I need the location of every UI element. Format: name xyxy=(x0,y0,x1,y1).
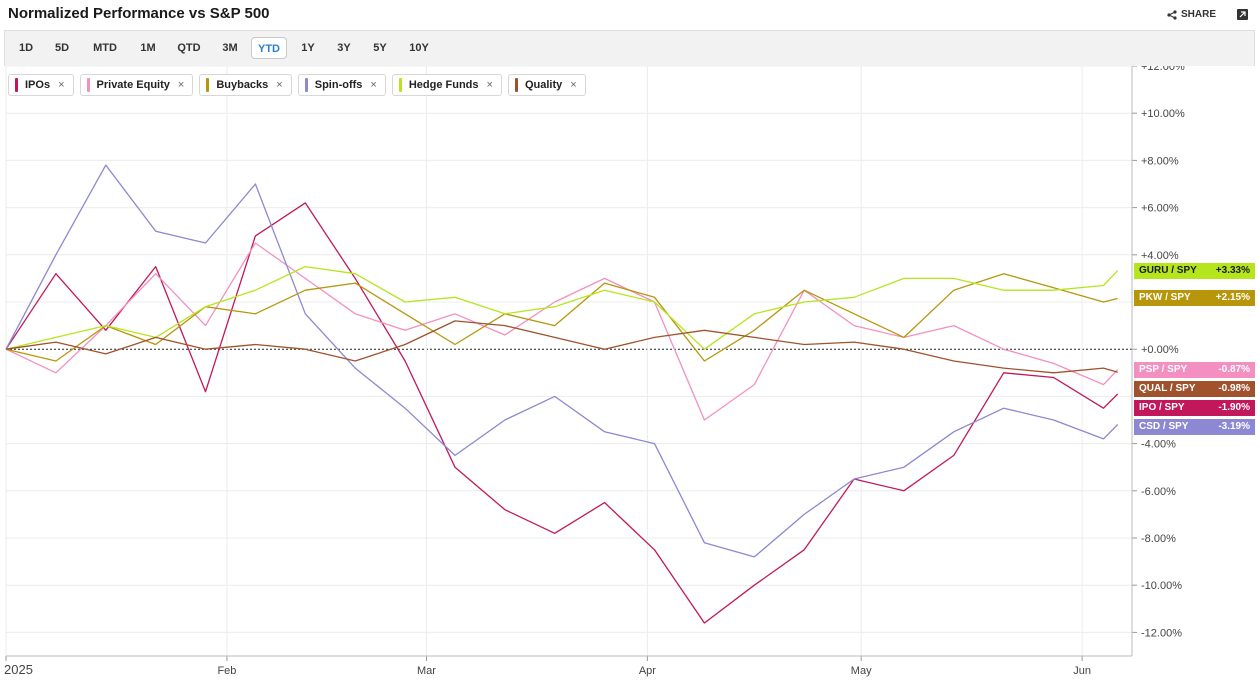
range-button-ytd[interactable]: YTD xyxy=(251,37,287,59)
legend-swatch xyxy=(206,78,210,92)
legend-label: Buybacks xyxy=(216,79,269,91)
badge-value: -0.87% xyxy=(1218,363,1250,375)
y-tick-label: -6.00% xyxy=(1141,486,1176,498)
legend-swatch xyxy=(514,78,518,92)
range-button-3m[interactable]: 3M xyxy=(222,42,238,54)
badge-ticker: PKW / SPY xyxy=(1139,292,1191,304)
legend-label: Spin-offs xyxy=(314,79,363,91)
x-tick-label: May xyxy=(851,665,872,677)
x-tick-label: Jun xyxy=(1073,665,1091,677)
value-badge-hedge-funds: GURU / SPY +3.33% xyxy=(1134,262,1255,279)
legend-item-spin-offs[interactable]: Spin-offs × xyxy=(297,74,386,96)
range-button-qtd[interactable]: QTD xyxy=(177,42,201,54)
x-tick-label: Feb xyxy=(217,665,236,677)
range-button-5d[interactable]: 5D xyxy=(54,42,70,54)
badge-ticker: QUAL / SPY xyxy=(1139,382,1196,394)
value-badge-private-equity: PSP / SPY -0.87% xyxy=(1134,361,1255,378)
badge-ticker: IPO / SPY xyxy=(1139,401,1185,413)
y-tick-label: +6.00% xyxy=(1141,203,1179,215)
remove-icon[interactable]: × xyxy=(276,79,283,91)
badge-value: -3.19% xyxy=(1218,420,1250,432)
y-tick-label: -8.00% xyxy=(1141,533,1176,545)
badge-value: -1.90% xyxy=(1218,401,1250,413)
legend-swatch xyxy=(304,78,308,92)
badge-ticker: GURU / SPY xyxy=(1139,264,1197,276)
legend-swatch xyxy=(15,78,18,92)
legend-swatch xyxy=(398,78,402,92)
series-line-spin-offs[interactable] xyxy=(5,164,1119,558)
badge-value: +2.15% xyxy=(1215,292,1250,304)
legend-label: Quality xyxy=(524,79,563,91)
remove-icon[interactable]: × xyxy=(486,79,493,91)
range-button-1m[interactable]: 1M xyxy=(140,42,156,54)
x-tick-label: Apr xyxy=(639,665,656,677)
range-button-3y[interactable]: 3Y xyxy=(337,42,351,54)
y-tick-label: +12.00% xyxy=(1141,66,1185,73)
y-tick-label: -10.00% xyxy=(1141,580,1182,592)
y-tick-label: -4.00% xyxy=(1141,439,1176,451)
expand-button[interactable] xyxy=(1237,9,1248,20)
value-badge-buybacks: PKW / SPY +2.15% xyxy=(1134,290,1255,307)
chart-area: +12.00% +10.00% +8.00% +6.00% +4.00% +0.00% -4… xyxy=(0,66,1260,685)
expand-icon xyxy=(1239,11,1246,18)
y-tick-label: +0.00% xyxy=(1141,344,1179,356)
range-button-5y[interactable]: 5Y xyxy=(373,42,387,54)
remove-icon[interactable]: × xyxy=(370,79,377,91)
legend-label: IPOs xyxy=(25,79,51,91)
legend-item-private-equity[interactable]: Private Equity × xyxy=(79,74,194,96)
legend-label: Private Equity xyxy=(96,79,170,91)
y-tick-label: +10.00% xyxy=(1141,108,1185,120)
y-tick-label: +4.00% xyxy=(1141,250,1179,262)
share-icon xyxy=(1167,9,1177,20)
legend-item-quality[interactable]: Quality × xyxy=(507,74,586,96)
x-tick-label: Mar xyxy=(417,665,436,677)
y-tick-label: -12.00% xyxy=(1141,627,1182,639)
range-button-mtd[interactable]: MTD xyxy=(93,42,117,54)
badge-ticker: CSD / SPY xyxy=(1139,420,1189,432)
range-button-1d[interactable]: 1D xyxy=(18,42,34,54)
share-label: SHARE xyxy=(1180,9,1216,20)
remove-icon[interactable]: × xyxy=(177,79,185,91)
legend-item-hedge-funds[interactable]: Hedge Funds × xyxy=(391,74,502,96)
series-line-hedge-funds[interactable] xyxy=(5,265,1119,350)
series-line-quality[interactable] xyxy=(5,320,1118,374)
badge-value: +3.33% xyxy=(1215,264,1250,276)
remove-icon[interactable]: × xyxy=(58,79,65,91)
line-chart: +12.00% +10.00% +8.00% +6.00% +4.00% +0.00% -4… xyxy=(4,66,1185,677)
series-line-ipos[interactable] xyxy=(5,202,1119,624)
badge-ticker: PSP / SPY xyxy=(1139,363,1188,375)
value-badge-ipos: IPO / SPY -1.90% xyxy=(1134,399,1255,416)
series-line-buybacks[interactable] xyxy=(5,273,1118,362)
value-badge-spin-offs: CSD / SPY -3.19% xyxy=(1134,418,1255,435)
legend-item-ipos[interactable]: IPOs × xyxy=(8,74,74,96)
range-selector: 1D 5D MTD 1M QTD 3M YTD 1Y 3Y 5Y 10Y xyxy=(4,30,1255,66)
page-title: Normalized Performance vs S&P 500 xyxy=(8,5,270,22)
share-button[interactable]: SHARE xyxy=(1167,9,1216,20)
y-tick-label: +8.00% xyxy=(1141,155,1179,167)
range-button-1y[interactable]: 1Y xyxy=(301,42,315,54)
series-line-private-equity[interactable] xyxy=(5,242,1119,421)
range-button-10y[interactable]: 10Y xyxy=(409,42,429,54)
value-badge-quality: QUAL / SPY -0.98% xyxy=(1134,380,1255,397)
badge-value: -0.98% xyxy=(1218,382,1250,394)
chart-header: Normalized Performance vs S&P 500 SHARE xyxy=(0,0,1260,30)
legend-label: Hedge Funds xyxy=(408,79,479,91)
x-tick-label: 2025 xyxy=(4,662,33,677)
legend: IPOs × Private Equity × Buybacks × Spin-offs × H… xyxy=(8,74,586,96)
legend-swatch xyxy=(86,78,90,92)
legend-item-buybacks[interactable]: Buybacks × xyxy=(199,74,292,96)
remove-icon[interactable]: × xyxy=(570,79,577,91)
